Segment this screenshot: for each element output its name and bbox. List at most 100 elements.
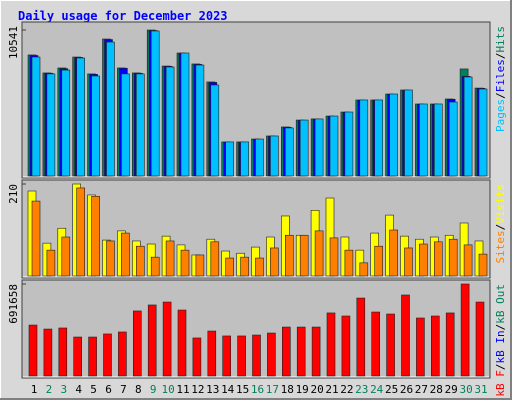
bar xyxy=(150,256,160,277)
bar xyxy=(284,234,294,277)
y-tick-label: 10541 xyxy=(7,26,20,59)
bar xyxy=(207,330,217,377)
bar xyxy=(136,73,145,177)
bar xyxy=(46,73,56,177)
legend-entry: Files xyxy=(494,59,507,92)
bar xyxy=(133,310,142,377)
bar xyxy=(356,297,366,377)
x-tick-label: 19 xyxy=(296,383,309,396)
bar xyxy=(326,312,336,377)
bar xyxy=(267,332,276,377)
bar xyxy=(210,241,220,277)
bar xyxy=(180,52,190,177)
bar xyxy=(240,141,249,177)
bar xyxy=(91,75,100,177)
x-tick-label: 2 xyxy=(46,383,53,396)
bar xyxy=(225,257,234,277)
bar xyxy=(118,331,127,377)
x-tick-label: 26 xyxy=(400,383,413,396)
bar xyxy=(61,69,71,177)
x-tick-label: 3 xyxy=(60,383,67,396)
bar xyxy=(240,256,249,277)
x-tick-label: 8 xyxy=(135,383,142,396)
bar xyxy=(162,301,172,377)
bar xyxy=(165,66,175,177)
x-tick-label: 31 xyxy=(474,383,487,396)
x-tick-label: 10 xyxy=(161,383,174,396)
legend: Pages/Files/Hits xyxy=(494,26,507,132)
bar xyxy=(28,324,38,377)
bar xyxy=(31,56,41,177)
bar xyxy=(445,312,455,377)
bar xyxy=(433,241,443,277)
bar xyxy=(237,335,246,377)
bar xyxy=(329,237,339,277)
bar xyxy=(88,336,97,377)
bar xyxy=(147,304,157,377)
bar xyxy=(311,326,321,377)
bar xyxy=(401,294,410,377)
bar xyxy=(222,335,231,377)
bar xyxy=(252,334,261,377)
bar xyxy=(416,317,425,377)
x-tick-label: 25 xyxy=(385,383,398,396)
bar xyxy=(121,232,130,277)
x-tick-label: 16 xyxy=(251,383,264,396)
y-tick-label: 691658 xyxy=(7,284,20,324)
bar xyxy=(165,240,175,277)
x-tick-label: 15 xyxy=(236,383,249,396)
bar xyxy=(91,195,100,277)
bar xyxy=(31,200,41,277)
bar xyxy=(177,309,187,377)
x-tick-label: 28 xyxy=(430,383,443,396)
x-tick-label: 1 xyxy=(31,383,38,396)
y-tick-label: 210 xyxy=(7,184,20,204)
bar xyxy=(284,127,294,177)
x-tick-label: 24 xyxy=(370,383,384,396)
bar xyxy=(386,313,395,377)
bar xyxy=(46,249,56,277)
bar xyxy=(359,262,369,277)
x-tick-label: 9 xyxy=(150,383,157,396)
legend-separator: / xyxy=(494,224,507,231)
x-tick-label: 14 xyxy=(221,383,235,396)
bar xyxy=(475,301,485,377)
x-tick-label: 29 xyxy=(445,383,458,396)
bar xyxy=(389,229,398,277)
bar xyxy=(136,245,145,277)
chart-title: Daily usage for December 2023 xyxy=(18,9,228,23)
legend-separator: / xyxy=(494,53,507,60)
x-tick-label: 11 xyxy=(176,383,189,396)
bar xyxy=(329,115,339,177)
legend-entry: kB In xyxy=(494,330,507,363)
bar xyxy=(255,138,264,177)
bar xyxy=(76,187,85,277)
bar xyxy=(225,141,234,177)
bar xyxy=(296,326,306,377)
bar xyxy=(433,103,443,177)
bar xyxy=(404,89,413,177)
x-tick-label: 6 xyxy=(105,383,112,396)
x-tick-label: 20 xyxy=(310,383,323,396)
bar xyxy=(404,247,413,277)
bar xyxy=(192,337,202,377)
x-tick-label: 4 xyxy=(75,383,82,396)
bar xyxy=(419,243,428,277)
legend-separator: / xyxy=(494,92,507,99)
legend-entry: Pages xyxy=(494,99,507,132)
bar xyxy=(121,73,130,177)
bar xyxy=(463,76,473,177)
bar xyxy=(448,238,458,277)
bar xyxy=(314,118,324,177)
bar xyxy=(389,93,398,177)
x-tick-label: 17 xyxy=(266,383,279,396)
legend-entry: Hits xyxy=(494,26,507,53)
legend-separator: / xyxy=(494,364,507,371)
x-tick-label: 30 xyxy=(459,383,472,396)
bar xyxy=(299,234,309,277)
legend-entry: kB Out xyxy=(494,284,507,324)
bar xyxy=(478,88,488,177)
bar xyxy=(180,249,190,277)
x-tick-label: 5 xyxy=(90,383,97,396)
